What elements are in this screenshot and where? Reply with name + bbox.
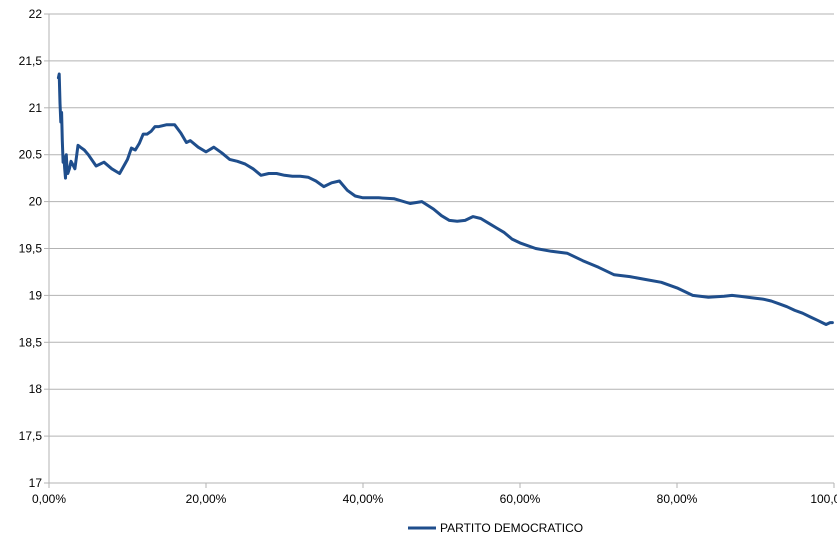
legend-label: PARTITO DEMOCRATICO: [440, 521, 583, 535]
y-tick-label: 22: [29, 7, 43, 21]
x-tick-label: 60,00%: [500, 492, 541, 506]
x-axis-tick-labels: 0,00% 20,00% 40,00% 60,00% 80,00% 100,00%: [32, 492, 837, 506]
y-tick-label: 18,5: [19, 335, 43, 349]
legend: PARTITO DEMOCRATICO: [408, 521, 583, 535]
y-tick-label: 20: [29, 195, 43, 209]
y-tick-label: 19: [29, 288, 43, 302]
y-tick-label: 17,5: [19, 429, 43, 443]
y-tick-label: 20.5: [19, 148, 43, 162]
y-tick-label: 21: [29, 101, 43, 115]
y-tick-label: 18: [29, 382, 43, 396]
x-tick-label: 0,00%: [32, 492, 66, 506]
axes: [44, 13, 835, 488]
y-tick-label: 19,5: [19, 242, 43, 256]
gridlines: [49, 13, 834, 484]
x-tick-label: 80,00%: [657, 492, 698, 506]
x-tick-label: 40,00%: [343, 492, 384, 506]
y-axis-tick-labels: 17 17,5 18 18,5 19 19,5 20 20.5 21 21,5 22: [19, 7, 43, 490]
y-tick-label: 21,5: [19, 54, 43, 68]
series-lines: [56, 72, 834, 326]
y-tick-label: 17: [29, 476, 43, 490]
x-tick-label: 20,00%: [186, 492, 227, 506]
x-tick-label: 100,00%: [810, 492, 837, 506]
series-line: [56, 72, 834, 326]
